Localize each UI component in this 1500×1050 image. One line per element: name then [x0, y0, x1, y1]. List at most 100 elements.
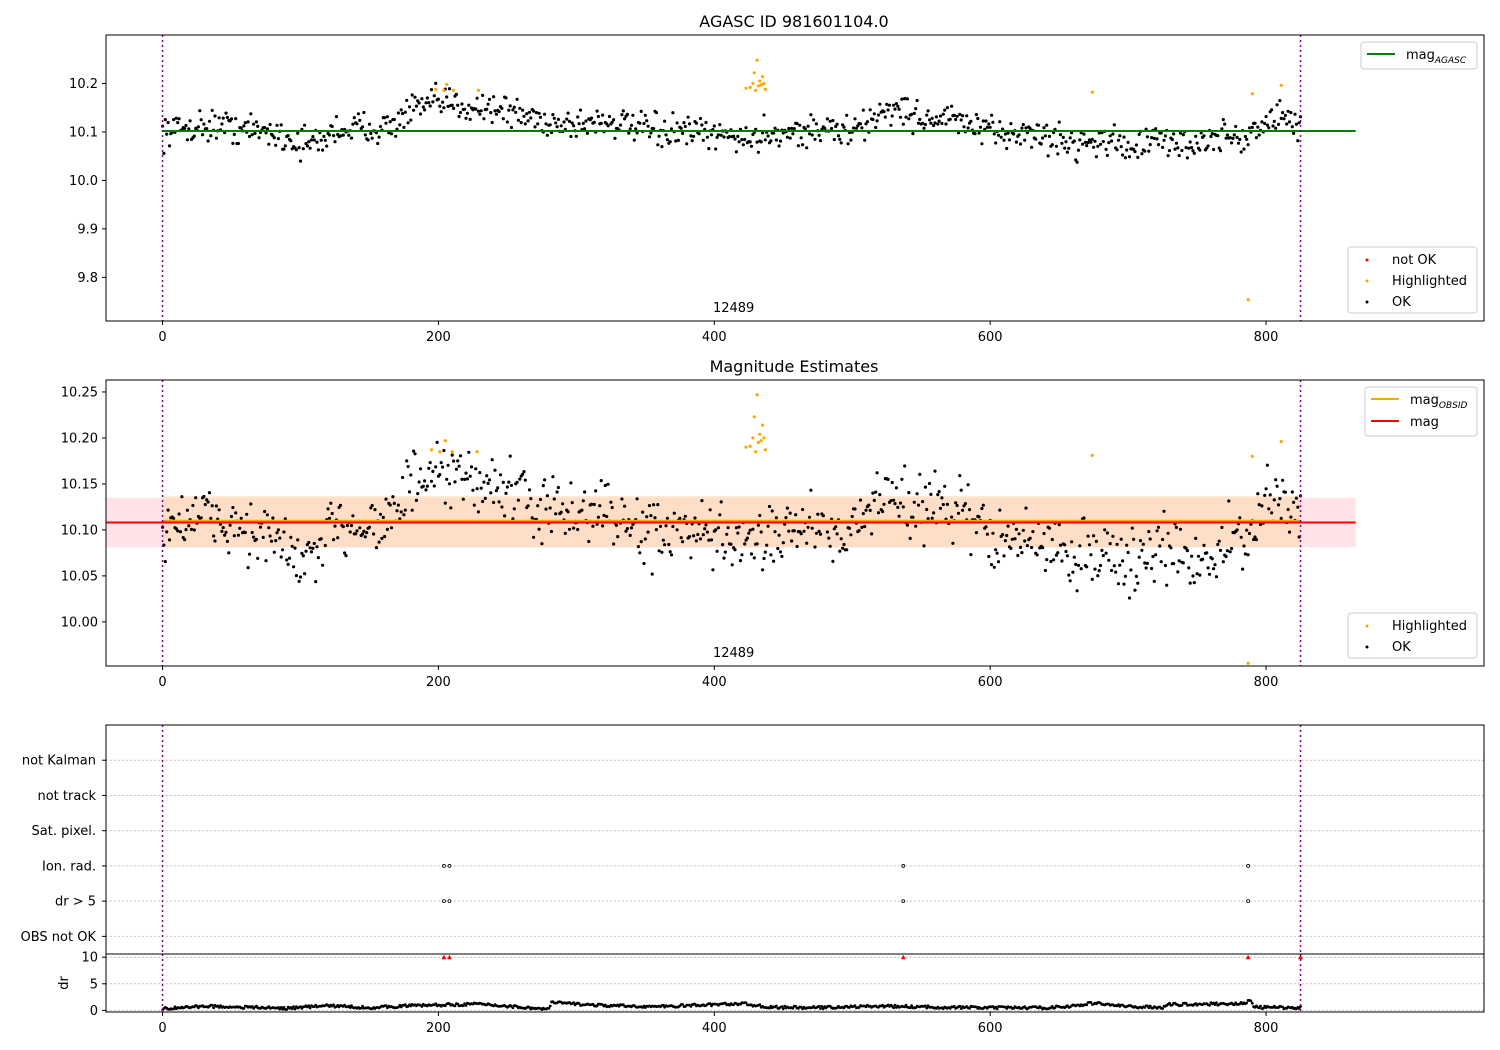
ok-point [1094, 539, 1098, 544]
ok-point [1119, 145, 1123, 149]
ok-point [362, 110, 366, 115]
ok-point [832, 138, 836, 142]
ok-point [807, 515, 812, 519]
ok-point [784, 516, 788, 520]
highlighted-point [1090, 453, 1094, 457]
ok-point [858, 498, 863, 502]
ok-point [1081, 142, 1085, 146]
ok-point [236, 141, 240, 146]
ok-point [910, 112, 914, 116]
ok-point [934, 115, 939, 119]
panel4-ylabel: dr [57, 976, 72, 990]
ok-point [1144, 566, 1148, 570]
ok-point [1180, 148, 1184, 153]
ok-point [548, 123, 552, 127]
ok-point [774, 138, 779, 142]
ok-point [172, 516, 176, 521]
ok-point [987, 554, 991, 559]
ok-point [1166, 154, 1170, 158]
ok-point [1221, 118, 1225, 122]
panel2-legend-bottom-box [1347, 612, 1478, 659]
dr-point [572, 1001, 575, 1005]
ok-point [761, 568, 765, 572]
ok-point [465, 477, 469, 481]
ok-point [1047, 526, 1052, 530]
ok-point [878, 493, 882, 497]
ok-point [861, 511, 865, 516]
ok-point [996, 133, 1001, 137]
ok-point [349, 523, 354, 528]
dr-point [547, 1007, 551, 1010]
ok-point [945, 502, 950, 506]
ok-point [511, 108, 515, 112]
ok-point [217, 116, 221, 120]
ok-point [325, 144, 329, 148]
ok-point [526, 504, 530, 508]
ok-point [1263, 121, 1267, 126]
ok-point [863, 138, 867, 142]
ok-point [1258, 522, 1263, 527]
panel2-legend-bottom: Highlighted OK [1347, 612, 1478, 659]
ok-point [692, 534, 696, 538]
highlighted-point [1250, 92, 1254, 96]
ok-point [341, 525, 345, 529]
ok-point [377, 135, 381, 139]
ok-point [716, 526, 721, 530]
ok-point [596, 515, 601, 519]
ok-point [646, 124, 650, 128]
ok-point [1009, 546, 1013, 551]
ok-point [202, 122, 206, 126]
ok-point [1243, 552, 1247, 556]
ok-point [207, 491, 212, 495]
highlighted-point [752, 71, 756, 75]
ok-point [454, 92, 458, 96]
dr-point [1208, 1003, 1211, 1007]
ok-point [236, 533, 240, 537]
ok-point [538, 115, 543, 119]
ok-point [718, 123, 722, 127]
ok-point [1118, 563, 1122, 567]
ok-point [610, 120, 614, 124]
ok-point [187, 127, 191, 131]
ok-point [932, 123, 936, 128]
ok-point [490, 120, 494, 125]
ok-point [293, 546, 297, 550]
ok-point [395, 509, 399, 513]
ok-point [1111, 534, 1115, 538]
ok-point [481, 499, 485, 504]
ok-point [1195, 141, 1199, 145]
ok-point [165, 132, 169, 136]
ok-point [905, 523, 910, 527]
ok-point [1165, 583, 1169, 587]
y-tick-label: 10.1 [69, 125, 98, 140]
ok-point [252, 122, 256, 126]
dr-point [817, 1004, 821, 1008]
ok-point [264, 131, 268, 135]
ok-point [1170, 137, 1174, 142]
ok-point [693, 516, 697, 520]
ok-point [1067, 573, 1071, 577]
ok-point [1143, 149, 1147, 153]
highlighted-point [438, 450, 442, 454]
ok-point [1270, 511, 1274, 515]
ok-point [718, 513, 722, 517]
ok-point [343, 551, 347, 555]
ok-point [1001, 533, 1005, 537]
dr-point [577, 1002, 581, 1005]
ok-point [998, 120, 1002, 124]
panel1-frame [105, 34, 1485, 322]
ok-point [664, 133, 668, 137]
ok-point [950, 104, 954, 108]
highlighted-point [429, 448, 434, 452]
ok-point [845, 113, 849, 117]
ok-point [806, 525, 810, 529]
ok-point [1252, 537, 1256, 542]
ok-point [515, 97, 519, 101]
ok-point [165, 530, 169, 534]
ok-point [606, 124, 610, 128]
ok-point [698, 537, 703, 541]
ok-point [445, 477, 449, 481]
ok-point [732, 134, 736, 138]
ok-point [1177, 154, 1181, 158]
